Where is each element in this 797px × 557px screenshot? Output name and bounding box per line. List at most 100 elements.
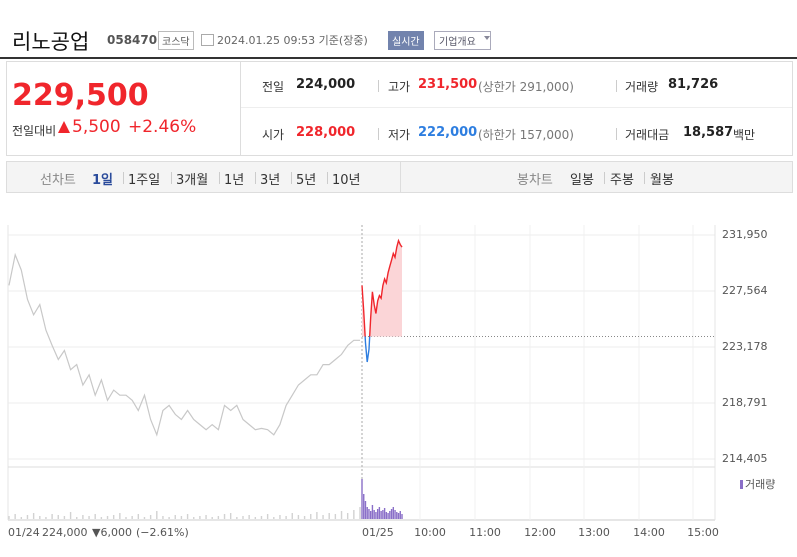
live-button[interactable]: 실시간: [388, 31, 424, 50]
volume-bar: [57, 515, 59, 519]
price-line-up: [361, 238, 403, 337]
stat-note: (상한가 291,000): [478, 80, 574, 94]
volume-bar: [168, 517, 170, 519]
volume-bar: [334, 514, 337, 519]
volume-bar: [340, 511, 343, 519]
x-tick-label: 13:00: [578, 526, 610, 539]
price-line-down: [364, 336, 371, 363]
y-tick-label: 214,405: [722, 452, 768, 465]
volume-bar: [399, 511, 401, 519]
volume-bar: [51, 514, 53, 519]
volume-bar: [378, 507, 381, 519]
volume-bar: [359, 507, 361, 519]
volume-bar: [375, 512, 377, 519]
prev-change: ▼6,000: [92, 526, 132, 539]
stat-value: 81,726: [668, 77, 719, 92]
volume-bar: [8, 516, 10, 519]
tab[interactable]: 월봉: [650, 173, 674, 188]
separator: [219, 172, 220, 184]
volume-bar: [193, 517, 195, 519]
volume-bar: [396, 512, 398, 519]
stat-value: 224,000: [296, 77, 356, 92]
volume-bar: [291, 513, 293, 519]
volume-bar: [63, 516, 66, 519]
volume-bar: [328, 513, 330, 519]
tab[interactable]: 3년: [260, 173, 281, 188]
change-label: 전일대비: [12, 124, 57, 138]
volume-bar: [112, 515, 115, 519]
stock-name: 리노공업: [12, 30, 90, 54]
separator: [604, 172, 605, 184]
volume-bar: [380, 511, 382, 519]
stat-label: 시가: [262, 128, 285, 142]
separator: [616, 128, 617, 140]
stat-label: 거래량: [625, 80, 659, 94]
volume-bar: [322, 515, 324, 519]
separator: [378, 80, 379, 92]
volume-bar: [156, 511, 158, 519]
volume-bar: [303, 516, 306, 519]
volume-bar: [39, 516, 41, 519]
volume-bar: [32, 513, 35, 519]
volume-bar: [76, 517, 78, 519]
volume-bar: [366, 507, 368, 519]
volume-bar: [310, 514, 312, 519]
prev-close: 224,000: [42, 526, 88, 539]
current-price: 229,500: [12, 78, 149, 113]
tab[interactable]: 5년: [296, 173, 317, 188]
tab[interactable]: 주봉: [610, 173, 634, 188]
separator: [378, 128, 379, 140]
tab[interactable]: 3개월: [176, 173, 209, 188]
header-rule: [0, 57, 797, 59]
volume-bar: [383, 508, 386, 519]
volume-bar: [174, 515, 176, 519]
volume-bar: [100, 517, 103, 519]
tab[interactable]: 일봉: [570, 173, 594, 188]
stat-label: 고가: [388, 80, 411, 94]
volume-bar: [392, 507, 395, 519]
volume-bar: [82, 515, 84, 519]
volume-bar: [186, 514, 189, 519]
volume-bar: [162, 516, 164, 519]
y-tick-label: 227,564: [722, 284, 768, 297]
volume-bar: [364, 501, 367, 519]
overview-button[interactable]: 기업개요: [434, 31, 491, 50]
dropdown-arrow: [484, 36, 490, 43]
x-tick-label: 01/25: [362, 526, 394, 539]
y-tick-label: 218,791: [722, 396, 768, 409]
volume-bar: [389, 511, 391, 519]
volume-bar: [180, 516, 183, 519]
x-tick-label: 11:00: [469, 526, 501, 539]
tab[interactable]: 10년: [332, 173, 361, 188]
separator: [171, 172, 172, 184]
x-tick-label: 12:00: [524, 526, 556, 539]
stat-value: 222,000: [418, 125, 478, 140]
separator: [644, 172, 645, 184]
price-area: [362, 240, 402, 337]
volume-bar: [242, 516, 244, 519]
volume-bar: [346, 513, 349, 519]
tab[interactable]: 1일: [92, 173, 114, 188]
volume-bar: [14, 514, 16, 519]
volume-bar: [363, 494, 365, 519]
x-tick-label: 15:00: [687, 526, 719, 539]
x-tick-label: 14:00: [633, 526, 665, 539]
volume-bar: [394, 510, 396, 519]
divider: [241, 107, 792, 108]
volume-bar: [260, 516, 263, 519]
volume-bar: [69, 512, 72, 519]
volume-bar: [385, 512, 388, 519]
volume-bar: [297, 515, 300, 519]
volume-bar: [371, 505, 374, 519]
volume-bar: [248, 515, 250, 519]
tab[interactable]: 1년: [224, 173, 245, 188]
volume-bar: [285, 516, 287, 519]
volume-bar: [361, 479, 363, 519]
volume-bar: [373, 510, 375, 519]
stat-value: 18,587: [683, 125, 734, 140]
volume-bar: [205, 515, 207, 519]
legend-swatch: [740, 480, 743, 489]
tab[interactable]: 1주일: [128, 173, 161, 188]
tab-bar: [6, 161, 793, 193]
